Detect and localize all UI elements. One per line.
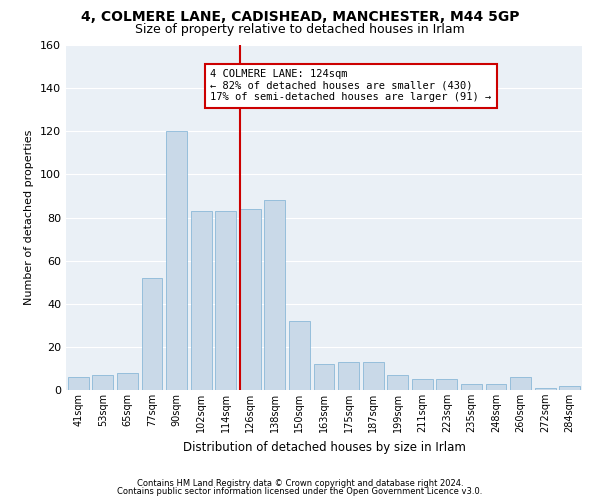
Text: Contains HM Land Registry data © Crown copyright and database right 2024.: Contains HM Land Registry data © Crown c… (137, 478, 463, 488)
Bar (68, 377, 89, 390)
Bar (240, 209, 261, 390)
Bar (142, 278, 163, 390)
Bar (265, 200, 286, 390)
X-axis label: Distribution of detached houses by size in Irlam: Distribution of detached houses by size … (182, 440, 466, 454)
Bar (412, 379, 433, 390)
Bar (314, 364, 334, 390)
Bar (166, 131, 187, 390)
Bar (117, 373, 138, 390)
Bar (559, 386, 580, 390)
Bar (510, 377, 531, 390)
Text: Size of property relative to detached houses in Irlam: Size of property relative to detached ho… (135, 22, 465, 36)
Text: 4 COLMERE LANE: 124sqm
← 82% of detached houses are smaller (430)
17% of semi-de: 4 COLMERE LANE: 124sqm ← 82% of detached… (211, 69, 492, 102)
Y-axis label: Number of detached properties: Number of detached properties (25, 130, 34, 305)
Bar (215, 211, 236, 390)
Bar (387, 375, 408, 390)
Bar (362, 362, 383, 390)
Text: Contains public sector information licensed under the Open Government Licence v3: Contains public sector information licen… (118, 487, 482, 496)
Bar (461, 384, 482, 390)
Text: 4, COLMERE LANE, CADISHEAD, MANCHESTER, M44 5GP: 4, COLMERE LANE, CADISHEAD, MANCHESTER, … (81, 10, 519, 24)
Bar (92, 375, 113, 390)
Bar (289, 321, 310, 390)
Bar (191, 211, 212, 390)
Bar (535, 388, 556, 390)
Bar (485, 384, 506, 390)
Bar (436, 379, 457, 390)
Bar (338, 362, 359, 390)
